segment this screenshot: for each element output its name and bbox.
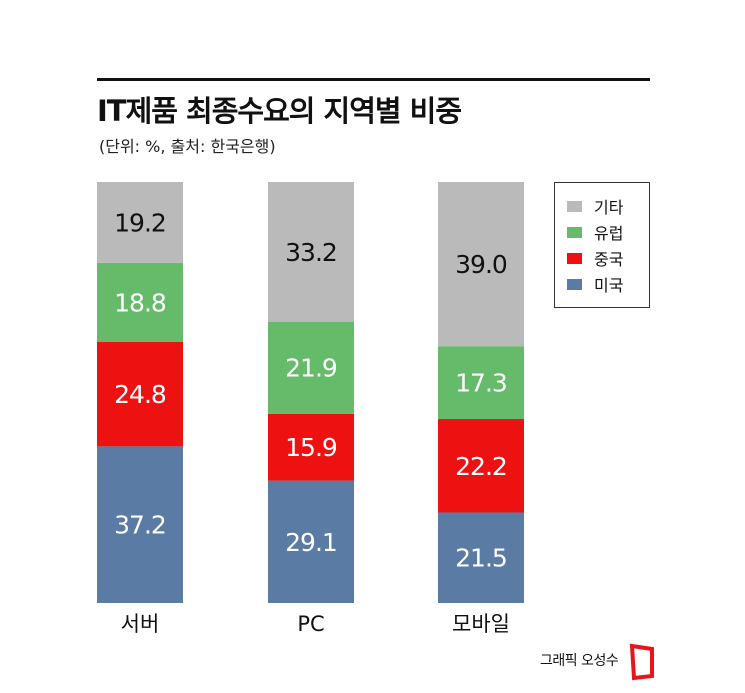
bar-segment-기타-PC	[268, 182, 354, 322]
legend-item-중국: 중국	[555, 245, 649, 271]
publisher-logo-icon	[629, 643, 654, 681]
legend-swatch	[567, 226, 582, 238]
category-label-PC: PC	[297, 612, 324, 636]
legend-swatch	[567, 200, 582, 212]
graphic-credit: 그래픽 오성수	[540, 653, 619, 669]
legend: 기타 유럽 중국 미국	[554, 182, 650, 308]
legend-swatch	[567, 252, 582, 264]
data-label-유럽-서버: 18.8	[114, 288, 166, 317]
legend-item-유럽: 유럽	[555, 219, 649, 245]
bar-segment-기타-모바일	[438, 182, 524, 347]
bar-segment-유럽-서버	[97, 262, 183, 342]
legend-item-기타: 기타	[555, 193, 649, 219]
data-label-미국-모바일: 21.5	[455, 544, 507, 573]
category-label-모바일: 모바일	[452, 612, 510, 636]
legend-label: 중국	[594, 250, 624, 269]
legend-label: 유럽	[594, 224, 624, 243]
chart-subtitle: (단위: %, 출처: 한국은행)	[99, 137, 276, 156]
bar-segment-중국-서버	[97, 341, 183, 447]
category-label-서버: 서버	[121, 612, 160, 636]
data-label-미국-서버: 37.2	[114, 511, 166, 540]
bar-segment-미국-모바일	[438, 512, 524, 603]
data-label-중국-PC: 15.9	[285, 433, 337, 462]
bar-segment-유럽-모바일	[438, 346, 524, 420]
legend-label: 기타	[594, 198, 624, 217]
bar-segment-유럽-PC	[268, 321, 354, 414]
bar-segment-미국-PC	[268, 480, 354, 603]
data-label-유럽-PC: 21.9	[285, 354, 337, 383]
title-rule	[97, 78, 650, 81]
data-label-유럽-모바일: 17.3	[455, 369, 507, 398]
bar-segment-중국-모바일	[438, 419, 524, 513]
data-label-중국-모바일: 22.2	[455, 452, 507, 481]
bar-segment-미국-서버	[97, 446, 183, 603]
data-label-기타-서버: 19.2	[114, 208, 166, 237]
bar-segment-중국-PC	[268, 413, 354, 481]
data-label-미국-PC: 29.1	[285, 528, 337, 557]
chart-title: IT제품 최종수요의 지역별 비중	[97, 94, 462, 128]
legend-label: 미국	[594, 276, 624, 295]
data-label-중국-서버: 24.8	[114, 380, 166, 409]
bar-segment-기타-서버	[97, 182, 183, 263]
legend-swatch	[567, 278, 582, 290]
data-label-기타-PC: 33.2	[285, 238, 337, 267]
legend-item-미국: 미국	[555, 271, 649, 297]
data-label-기타-모바일: 39.0	[455, 250, 507, 279]
